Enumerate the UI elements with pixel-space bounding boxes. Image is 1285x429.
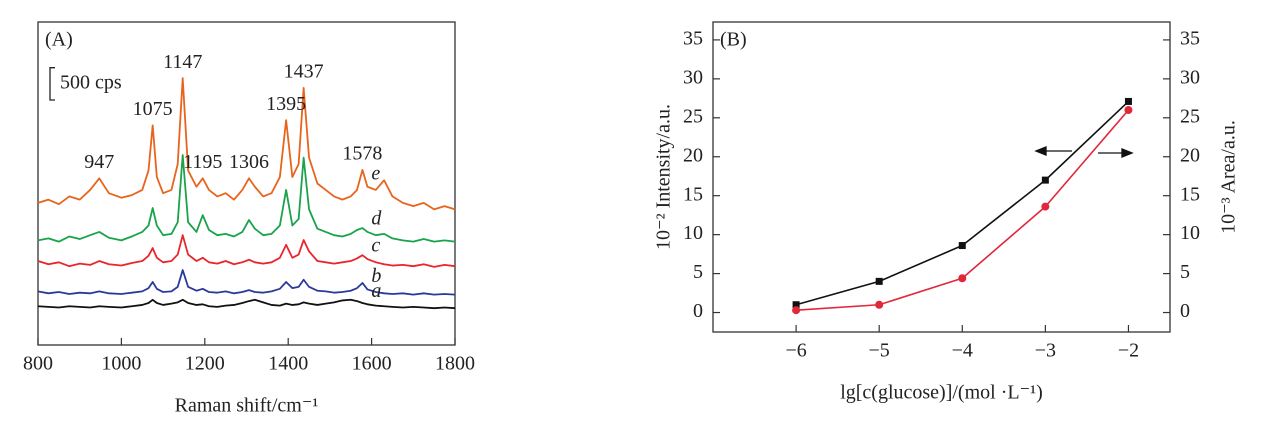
y2-tick-label: 10 (1180, 222, 1200, 244)
x-tick-label: −6 (785, 340, 806, 362)
square-marker (1124, 97, 1132, 105)
arrow-right-head (1121, 148, 1134, 158)
peak-label: 1578 (342, 143, 382, 165)
y2-tick-label: 25 (1180, 105, 1200, 127)
circle-marker (1124, 106, 1133, 115)
y2-tick-label: 20 (1180, 144, 1200, 166)
series-label: a (371, 280, 381, 302)
series-line (37, 234, 456, 268)
y-axis-title: 10⁻² Intensity/a.u. (653, 104, 675, 250)
x-tick-label: 800 (23, 353, 53, 375)
x-tick-label: 1600 (352, 353, 392, 375)
y-tick-label: 30 (683, 66, 703, 88)
y2-tick-label: 15 (1180, 183, 1200, 205)
series-label: e (371, 162, 380, 184)
circle-marker (958, 274, 967, 283)
y-tick-label: 10 (683, 222, 703, 244)
arrow-left-head (1034, 146, 1047, 156)
y2-tick-label: 30 (1180, 66, 1200, 88)
x-tick-label: −4 (952, 340, 973, 362)
circle-marker (1041, 202, 1050, 211)
peak-label: 1147 (163, 51, 202, 73)
scale-bar-label: 500 cps (60, 71, 122, 93)
y-tick-label: 25 (683, 105, 703, 127)
circle-marker (875, 300, 884, 309)
x-tick-label: −5 (869, 340, 890, 362)
peak-label: 1075 (133, 98, 173, 120)
scale-bar (49, 67, 55, 101)
peak-label: 1437 (284, 60, 324, 82)
series-line (37, 154, 456, 243)
x-tick-label: 1200 (185, 353, 225, 375)
peak-label: 1306 (229, 151, 269, 173)
x-tick-label: 1400 (268, 353, 308, 375)
plot-frame (37, 21, 456, 346)
x-axis-title: Raman shift/cm⁻¹ (175, 395, 319, 417)
peak-label: 1195 (183, 151, 222, 173)
series-label: b (371, 265, 381, 287)
panel-label: (B) (720, 29, 747, 51)
x-tick-label: −3 (1035, 340, 1056, 362)
square-marker (792, 301, 800, 309)
x-tick-label: 1800 (435, 353, 475, 375)
panel-label: (A) (45, 29, 73, 51)
series-line (37, 77, 456, 211)
peak-label: 1395 (266, 93, 306, 115)
y-tick-label: 0 (693, 300, 703, 322)
y2-tick-label: 0 (1180, 300, 1190, 322)
square-marker (958, 242, 966, 250)
plot-frame (712, 21, 1171, 333)
square-marker (875, 277, 883, 285)
y2-axis-title: 10⁻³ Area/a.u. (1218, 120, 1240, 234)
y-tick-label: 5 (693, 261, 703, 283)
direction-arrows (1034, 146, 1134, 158)
x-tick-label: 1000 (101, 353, 141, 375)
peak-label: 947 (84, 151, 114, 173)
y-tick-label: 20 (683, 144, 703, 166)
series-line (37, 298, 456, 310)
series-line (37, 269, 456, 296)
circle-marker (792, 306, 801, 315)
x-axis-title: lg[c(glucose)]/(mol ·L⁻¹) (840, 382, 1043, 404)
y-tick-label: 15 (683, 183, 703, 205)
series-label: d (371, 208, 382, 230)
y2-tick-label: 5 (1180, 261, 1190, 283)
square-marker (1041, 176, 1049, 184)
y2-tick-label: 35 (1180, 28, 1200, 50)
series-line (795, 100, 1130, 306)
series-label: c (371, 235, 380, 257)
y-tick-label: 35 (683, 28, 703, 50)
x-tick-label: −2 (1118, 340, 1139, 362)
